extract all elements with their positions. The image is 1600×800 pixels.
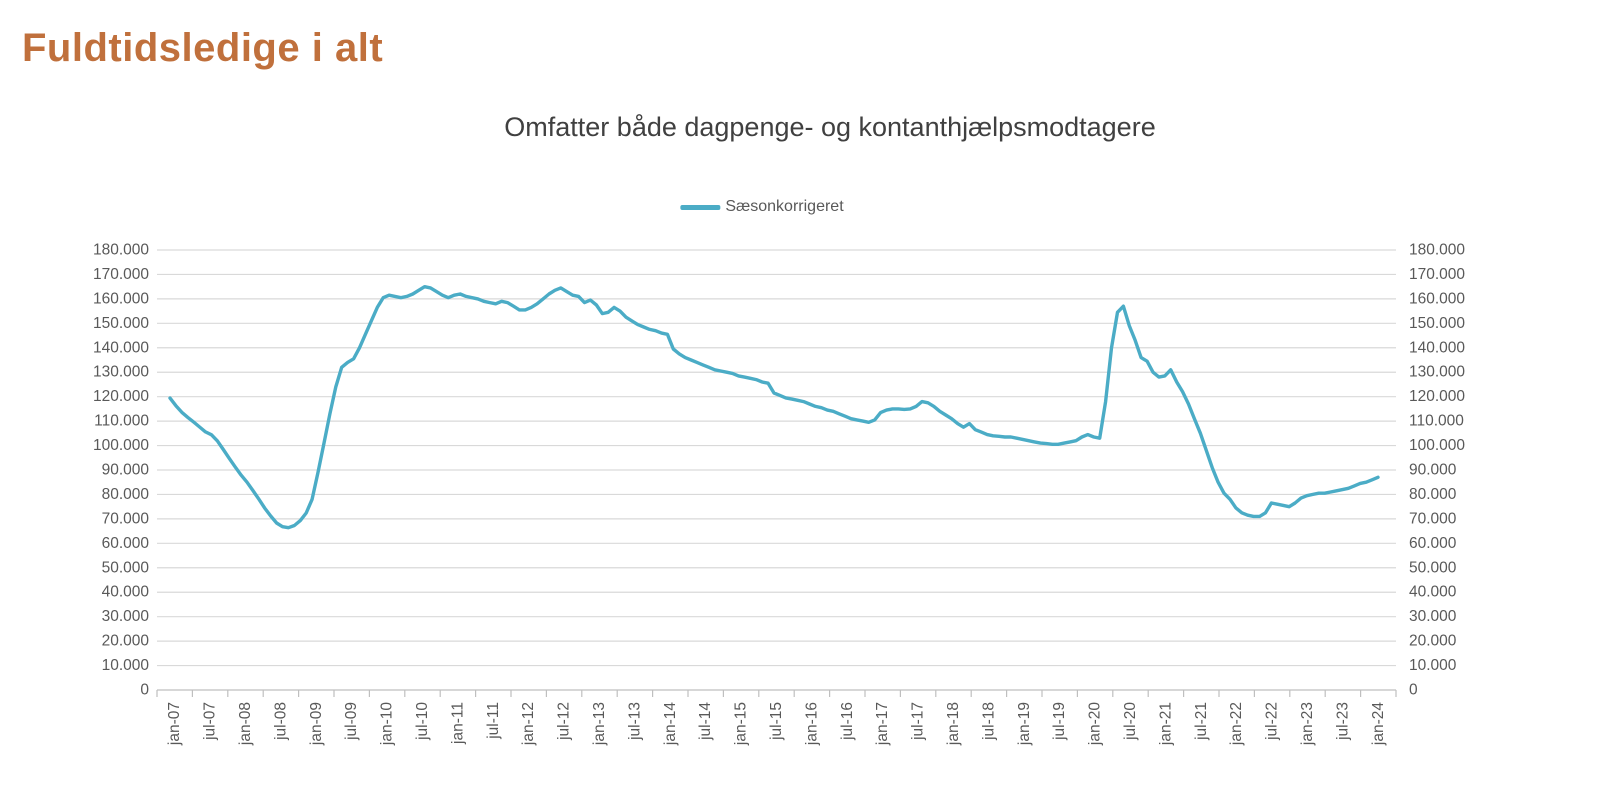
svg-text:jul-11: jul-11 bbox=[485, 702, 502, 740]
svg-text:170.000: 170.000 bbox=[1409, 266, 1465, 283]
svg-text:70.000: 70.000 bbox=[102, 510, 150, 527]
svg-text:jan-20: jan-20 bbox=[1087, 702, 1104, 746]
svg-text:120.000: 120.000 bbox=[93, 388, 149, 405]
legend-line-sample bbox=[680, 204, 721, 210]
svg-text:jan-19: jan-19 bbox=[1016, 702, 1033, 746]
svg-text:jul-13: jul-13 bbox=[626, 702, 643, 741]
svg-text:jan-10: jan-10 bbox=[379, 702, 396, 746]
svg-text:90.000: 90.000 bbox=[1409, 462, 1457, 479]
svg-text:jan-11: jan-11 bbox=[449, 702, 466, 745]
svg-text:0: 0 bbox=[140, 682, 149, 699]
svg-text:40.000: 40.000 bbox=[1409, 584, 1457, 601]
svg-text:jul-21: jul-21 bbox=[1193, 702, 1210, 741]
svg-text:jan-09: jan-09 bbox=[308, 702, 325, 746]
svg-text:140.000: 140.000 bbox=[93, 339, 149, 356]
svg-text:150.000: 150.000 bbox=[93, 315, 149, 332]
svg-text:jan-16: jan-16 bbox=[803, 702, 820, 746]
svg-text:jul-10: jul-10 bbox=[414, 702, 431, 741]
svg-text:160.000: 160.000 bbox=[93, 290, 149, 307]
svg-text:jan-15: jan-15 bbox=[733, 702, 750, 746]
svg-text:jul-23: jul-23 bbox=[1334, 702, 1351, 741]
svg-text:40.000: 40.000 bbox=[102, 584, 150, 601]
svg-text:jul-20: jul-20 bbox=[1122, 702, 1139, 741]
svg-text:30.000: 30.000 bbox=[102, 608, 150, 625]
svg-text:jul-12: jul-12 bbox=[556, 702, 573, 741]
svg-text:jul-22: jul-22 bbox=[1264, 702, 1281, 741]
svg-text:jul-15: jul-15 bbox=[768, 702, 785, 741]
svg-text:jan-13: jan-13 bbox=[591, 702, 608, 746]
svg-text:50.000: 50.000 bbox=[1409, 559, 1457, 576]
svg-text:jan-14: jan-14 bbox=[662, 702, 679, 746]
svg-text:jul-07: jul-07 bbox=[202, 702, 219, 741]
svg-text:jan-07: jan-07 bbox=[166, 702, 183, 746]
svg-text:80.000: 80.000 bbox=[1409, 486, 1457, 503]
svg-text:70.000: 70.000 bbox=[1409, 510, 1457, 527]
legend-label: Sæsonkorrigeret bbox=[725, 198, 844, 215]
svg-text:jan-23: jan-23 bbox=[1299, 702, 1316, 746]
svg-text:110.000: 110.000 bbox=[1409, 413, 1464, 430]
svg-text:140.000: 140.000 bbox=[1409, 339, 1465, 356]
svg-text:20.000: 20.000 bbox=[1409, 633, 1457, 650]
svg-text:60.000: 60.000 bbox=[1409, 535, 1457, 552]
svg-text:150.000: 150.000 bbox=[1409, 315, 1465, 332]
svg-text:170.000: 170.000 bbox=[93, 266, 149, 283]
svg-text:10.000: 10.000 bbox=[1409, 657, 1457, 674]
svg-text:jul-19: jul-19 bbox=[1051, 702, 1068, 741]
page-title: Fuldtidsledige i alt bbox=[22, 26, 384, 70]
svg-text:80.000: 80.000 bbox=[102, 486, 150, 503]
chart-subtitle: Omfatter både dagpenge- og kontanthjælps… bbox=[504, 112, 1156, 142]
svg-text:100.000: 100.000 bbox=[1409, 437, 1465, 454]
chart-legend: Sæsonkorrigeret bbox=[680, 198, 844, 216]
svg-text:jan-08: jan-08 bbox=[237, 702, 254, 746]
svg-text:jul-16: jul-16 bbox=[839, 702, 856, 741]
svg-text:130.000: 130.000 bbox=[1409, 364, 1465, 381]
svg-text:jan-17: jan-17 bbox=[874, 702, 891, 746]
svg-text:jan-22: jan-22 bbox=[1228, 702, 1245, 746]
svg-text:jan-12: jan-12 bbox=[520, 702, 537, 746]
svg-text:110.000: 110.000 bbox=[94, 413, 149, 430]
svg-text:20.000: 20.000 bbox=[102, 633, 150, 650]
svg-text:130.000: 130.000 bbox=[93, 364, 149, 381]
svg-text:jan-24: jan-24 bbox=[1370, 702, 1387, 746]
svg-text:jul-09: jul-09 bbox=[343, 702, 360, 741]
svg-text:50.000: 50.000 bbox=[102, 559, 150, 576]
svg-text:jan-18: jan-18 bbox=[945, 702, 962, 746]
svg-text:180.000: 180.000 bbox=[1409, 242, 1465, 259]
svg-text:jan-21: jan-21 bbox=[1157, 702, 1174, 746]
svg-text:0: 0 bbox=[1409, 682, 1418, 699]
svg-text:180.000: 180.000 bbox=[93, 242, 149, 259]
svg-text:100.000: 100.000 bbox=[93, 437, 149, 454]
svg-text:jul-08: jul-08 bbox=[272, 702, 289, 741]
svg-text:160.000: 160.000 bbox=[1409, 290, 1465, 307]
svg-text:30.000: 30.000 bbox=[1409, 608, 1457, 625]
svg-text:120.000: 120.000 bbox=[1409, 388, 1465, 405]
svg-text:90.000: 90.000 bbox=[102, 462, 150, 479]
svg-text:jul-18: jul-18 bbox=[980, 702, 997, 741]
svg-text:60.000: 60.000 bbox=[102, 535, 150, 552]
svg-text:10.000: 10.000 bbox=[102, 657, 150, 674]
svg-text:jul-14: jul-14 bbox=[697, 702, 714, 741]
svg-text:jul-17: jul-17 bbox=[910, 702, 927, 741]
